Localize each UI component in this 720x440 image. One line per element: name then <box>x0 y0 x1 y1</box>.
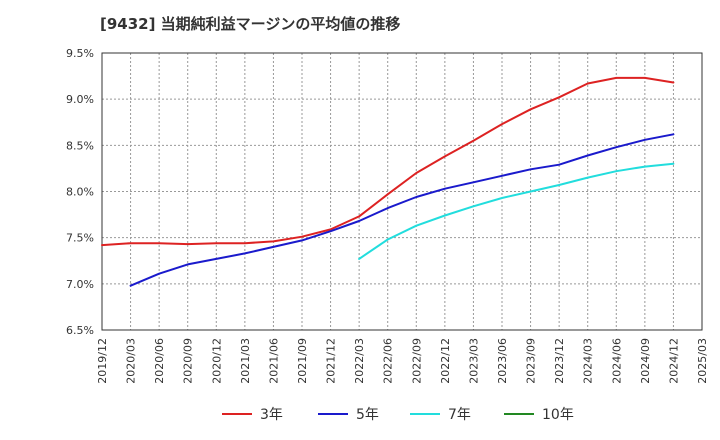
x-tick-label: 2024/12 <box>667 338 680 384</box>
x-tick-label: 2021/06 <box>267 338 280 384</box>
x-tick-label: 2025/03 <box>696 338 709 384</box>
x-tick-labels: 2019/12 2020/03 2020/06 2020/09 2020/12 2021/… <box>96 338 709 384</box>
legend-label: 3年 <box>260 407 283 423</box>
x-tick-label: 2020/09 <box>182 338 195 384</box>
y-tick-label: 9.5% <box>66 47 94 60</box>
legend-label: 5年 <box>356 407 379 423</box>
x-tick-label: 2024/09 <box>639 338 652 384</box>
x-tick-label: 2023/06 <box>496 338 509 384</box>
x-tick-label: 2020/06 <box>153 338 166 384</box>
chart-title: [9432] 当期純利益マージンの平均値の推移 <box>100 15 400 33</box>
x-tick-label: 2021/12 <box>325 338 338 384</box>
x-tick-label: 2023/09 <box>525 338 538 384</box>
x-tick-label: 2023/12 <box>553 338 566 384</box>
x-tick-label: 2021/03 <box>239 338 252 384</box>
x-tick-label: 2024/03 <box>582 338 595 384</box>
y-tick-label: 9.0% <box>66 93 94 106</box>
x-tick-label: 2022/03 <box>353 338 366 384</box>
y-tick-label: 6.5% <box>66 324 94 337</box>
x-tick-label: 2020/03 <box>125 338 138 384</box>
x-tick-label: 2021/09 <box>296 338 309 384</box>
x-tick-label: 2020/12 <box>210 338 223 384</box>
x-tick-label: 2023/03 <box>467 338 480 384</box>
legend-label: 10年 <box>542 407 574 423</box>
x-tick-label: 2022/12 <box>439 338 452 384</box>
x-tick-label: 2022/06 <box>382 338 395 384</box>
axes <box>101 52 703 331</box>
legend-label: 7年 <box>448 407 471 423</box>
y-tick-label: 8.5% <box>66 139 94 152</box>
grid <box>102 53 702 330</box>
plot-frame <box>101 52 703 331</box>
y-tick-label: 8.0% <box>66 186 94 199</box>
x-tick-label: 2022/09 <box>410 338 423 384</box>
y-tick-label: 7.0% <box>66 278 94 291</box>
x-tick-label: 2024/06 <box>610 338 623 384</box>
legend: 3年 5年 7年 10年 <box>222 407 574 423</box>
y-tick-label: 7.5% <box>66 232 94 245</box>
series-line-7年 <box>358 162 675 260</box>
y-tick-labels: 6.5% 7.0% 7.5% 8.0% 8.5% 9.0% 9.5% <box>66 47 94 337</box>
series-line-3年 <box>101 76 675 247</box>
x-tick-label: 2019/12 <box>96 338 109 384</box>
series-lines <box>101 76 675 287</box>
series-line-5年 <box>129 133 675 287</box>
